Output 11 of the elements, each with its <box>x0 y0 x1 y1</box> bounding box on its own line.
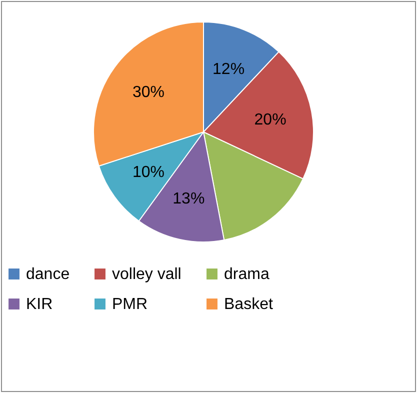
legend-label: volley vall <box>112 266 182 283</box>
legend-label: drama <box>224 266 270 283</box>
data-label: 13% <box>172 190 205 208</box>
data-label: 10% <box>132 164 164 181</box>
data-label: 12% <box>212 60 245 78</box>
data-label: 30% <box>132 84 164 102</box>
legend-label: dance <box>26 266 70 283</box>
legend-label: Basket <box>224 296 274 313</box>
legend-label: KIR <box>26 296 53 313</box>
legend-label: PMR <box>112 296 148 313</box>
data-label: 20% <box>254 111 286 128</box>
